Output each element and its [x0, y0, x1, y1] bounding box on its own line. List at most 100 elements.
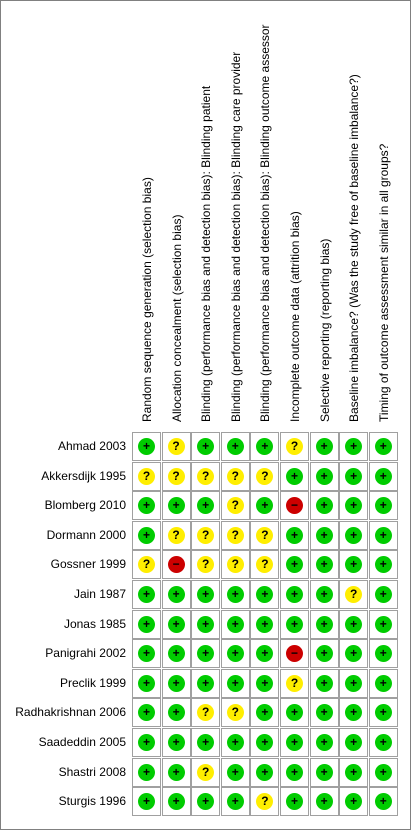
- rating-cell: +: [220, 639, 250, 669]
- rating-low-icon: +: [138, 526, 155, 544]
- rating-low-icon: +: [286, 704, 303, 722]
- rating-low-icon: +: [197, 438, 215, 455]
- rating-cell: +: [339, 728, 369, 757]
- rating-low-icon: +: [256, 763, 274, 781]
- rating-low-icon: +: [167, 645, 185, 663]
- rating-cell: +: [161, 668, 191, 698]
- rating-cell: +: [309, 728, 339, 757]
- rating-low-icon: +: [256, 734, 274, 751]
- rating-cell: −: [280, 639, 309, 669]
- rating-low-icon: +: [315, 586, 333, 603]
- rating-low-icon: +: [345, 556, 363, 574]
- column-header: Random sequence generation (selection bi…: [132, 0, 162, 422]
- rating-cell: +: [132, 580, 161, 609]
- rating-low-icon: +: [345, 763, 363, 781]
- rating-low-icon: +: [138, 586, 155, 603]
- rating-unclear-icon: ?: [256, 556, 274, 574]
- rating-cell: +: [132, 639, 161, 669]
- column-header: Incomplete outcome data (attrition bias): [280, 0, 310, 422]
- rating-cell: ?: [220, 550, 250, 580]
- rating-low-icon: +: [226, 763, 244, 781]
- column-header: Allocation concealment (selection bias): [162, 0, 192, 422]
- study-label: Gossner 1999: [50, 557, 126, 572]
- rating-low-icon: +: [286, 793, 303, 811]
- rating-low-icon: +: [345, 497, 363, 515]
- rating-unclear-icon: ?: [167, 438, 185, 455]
- rating-unclear-icon: ?: [226, 497, 244, 515]
- rating-cell: ?: [161, 461, 191, 491]
- rating-cell: +: [250, 698, 280, 728]
- rating-unclear-icon: ?: [256, 793, 274, 811]
- rating-high-icon: −: [286, 645, 303, 663]
- column-header-label: Blinding (performance bias and detection…: [228, 51, 243, 422]
- rating-cell: +: [368, 728, 398, 757]
- rating-cell: +: [161, 580, 191, 609]
- rating-cell: +: [191, 639, 221, 669]
- column-header-label: Selective reporting (reporting bias): [317, 238, 332, 422]
- rating-cell: +: [220, 609, 250, 639]
- rating-low-icon: +: [138, 734, 155, 751]
- rating-low-icon: +: [315, 704, 333, 722]
- rating-cell: +: [368, 639, 398, 669]
- rating-low-icon: +: [167, 497, 185, 515]
- column-header-label: Allocation concealment (selection bias): [169, 214, 184, 422]
- rating-low-icon: +: [167, 793, 185, 811]
- rating-cell: +: [132, 728, 161, 757]
- rating-cell: +: [191, 580, 221, 609]
- rating-cell: ?: [280, 432, 309, 461]
- rating-low-icon: +: [167, 586, 185, 603]
- rating-cell: ?: [280, 668, 309, 698]
- rating-low-icon: +: [345, 704, 363, 722]
- rating-low-icon: +: [315, 645, 333, 663]
- rating-low-icon: +: [256, 704, 274, 722]
- study-label: Panigrahi 2002: [45, 646, 126, 661]
- rating-low-icon: +: [374, 734, 392, 751]
- rating-cell: +: [309, 432, 339, 461]
- rating-unclear-icon: ?: [197, 763, 215, 781]
- rating-cell: +: [309, 787, 339, 817]
- rating-low-icon: +: [167, 674, 185, 692]
- rating-cell: +: [339, 609, 369, 639]
- rating-unclear-icon: ?: [138, 556, 155, 574]
- rating-low-icon: +: [345, 734, 363, 751]
- rating-low-icon: +: [226, 793, 244, 811]
- rating-cell: +: [309, 550, 339, 580]
- rating-cell: ?: [161, 432, 191, 461]
- rating-low-icon: +: [345, 645, 363, 663]
- study-label: Akkersdijk 1995: [41, 468, 126, 483]
- rating-low-icon: +: [256, 497, 274, 515]
- rating-low-icon: +: [286, 763, 303, 781]
- rating-low-icon: +: [138, 793, 155, 811]
- rating-high-icon: −: [286, 497, 303, 515]
- rating-low-icon: +: [374, 615, 392, 633]
- study-label: Blomberg 2010: [44, 498, 126, 513]
- rating-cell: +: [250, 668, 280, 698]
- rating-low-icon: +: [374, 526, 392, 544]
- rating-cell: −: [161, 550, 191, 580]
- rating-cell: +: [250, 757, 280, 787]
- column-header-label: Baseline imbalance? (Was the study free …: [347, 74, 362, 422]
- rating-low-icon: +: [374, 438, 392, 455]
- rating-cell: +: [368, 580, 398, 609]
- rating-unclear-icon: ?: [197, 467, 215, 485]
- rating-cell: +: [250, 491, 280, 521]
- rating-unclear-icon: ?: [226, 467, 244, 485]
- rating-cell: +: [132, 787, 161, 817]
- rating-cell: +: [339, 639, 369, 669]
- rating-cell: +: [339, 550, 369, 580]
- rating-unclear-icon: ?: [197, 526, 215, 544]
- rating-low-icon: +: [374, 467, 392, 485]
- rating-low-icon: +: [345, 793, 363, 811]
- rating-cell: +: [339, 461, 369, 491]
- rating-cell: +: [368, 698, 398, 728]
- rating-low-icon: +: [286, 526, 303, 544]
- rating-unclear-icon: ?: [286, 674, 303, 692]
- rating-cell: +: [339, 668, 369, 698]
- rating-low-icon: +: [286, 467, 303, 485]
- rating-low-icon: +: [167, 763, 185, 781]
- rating-low-icon: +: [197, 645, 215, 663]
- rating-cell: +: [309, 757, 339, 787]
- rating-cell: +: [339, 520, 369, 550]
- rating-cell: +: [250, 432, 280, 461]
